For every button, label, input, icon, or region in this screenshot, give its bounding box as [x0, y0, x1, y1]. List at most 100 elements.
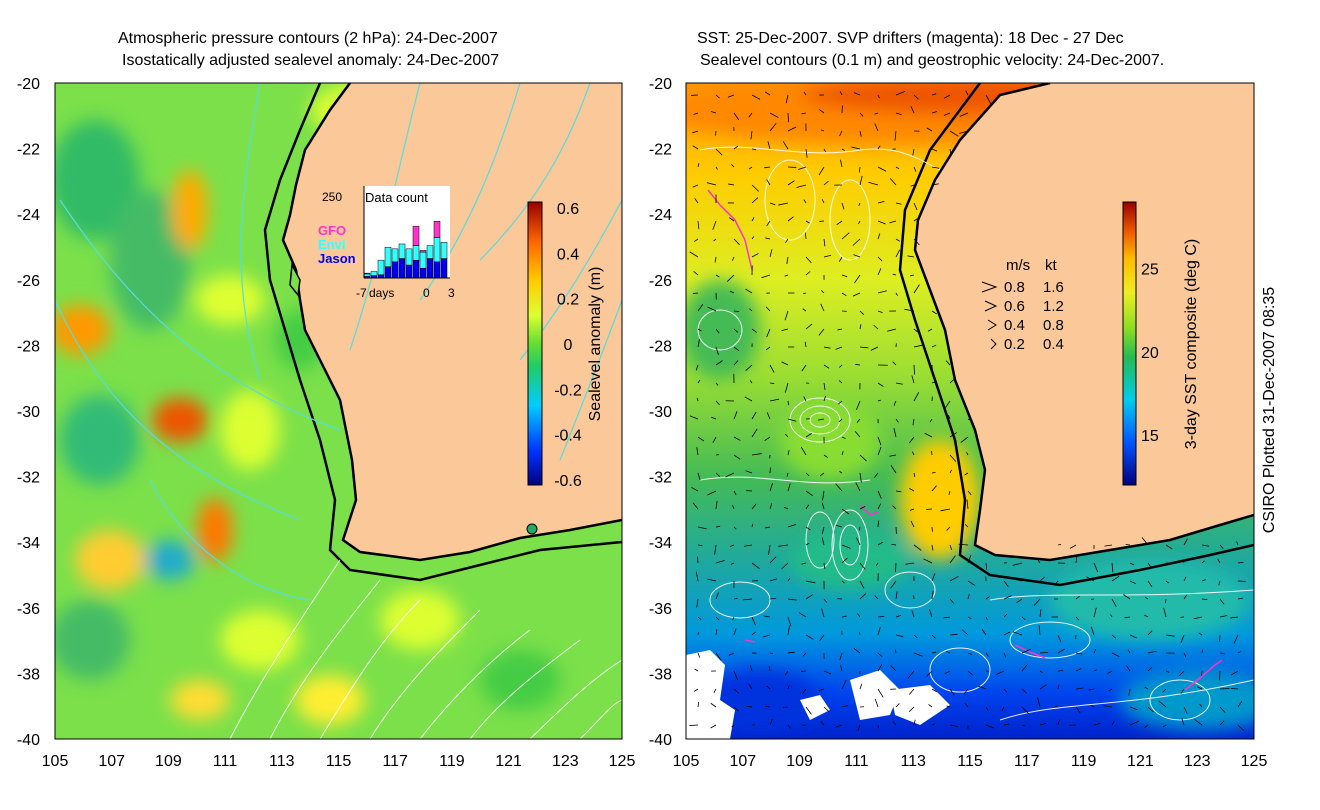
- right-lat-tick: -34: [649, 535, 672, 552]
- right-lon-tick: 119: [1071, 753, 1097, 770]
- right-title-line2: Sealevel contours (0.1 m) and geostrophi…: [700, 52, 1165, 69]
- right-frame: [685, 82, 1255, 740]
- right-lon-tick: 111: [844, 753, 868, 770]
- left-isobath: [263, 83, 622, 582]
- inset-bar-envi: [377, 259, 385, 276]
- inset-bar-envi: [391, 248, 399, 263]
- right-lon-tick: 125: [1241, 753, 1268, 770]
- left-lon-tick: 123: [552, 753, 579, 770]
- geostrophic-velocity-arrows: [689, 90, 1246, 732]
- left-lon-tick: 109: [155, 753, 182, 770]
- left-title-line1: Atmospheric pressure contours (2 hPa): 2…: [118, 30, 498, 47]
- left-coastline: [281, 83, 622, 562]
- inset-bar-envi: [363, 273, 371, 277]
- inset-legend-jason: Jason: [318, 251, 356, 266]
- right-lat-tick: -32: [649, 470, 672, 487]
- sla-colorbar-tick: 0.4: [557, 246, 579, 263]
- right-lon-tick: 107: [729, 753, 756, 770]
- right-lon-tick: 109: [786, 753, 813, 770]
- velocity-scale-arrow: [981, 281, 998, 293]
- left-lat-tick: -32: [17, 470, 40, 487]
- right-coastline: [913, 83, 1254, 562]
- velocity-scale-arrow: [990, 338, 997, 350]
- inset-bar-gfo: [363, 272, 371, 275]
- velocity-legend-kt: 1.2: [1043, 298, 1064, 315]
- velocity-legend-kt: 0.8: [1043, 317, 1064, 334]
- sst-colorbar-ticks: 25 20 15: [1141, 262, 1159, 445]
- inset-bar-gfo: [412, 225, 420, 246]
- left-lon-tick: 107: [98, 753, 125, 770]
- right-lon-tick: 113: [900, 753, 926, 770]
- right-map: [686, 83, 1254, 739]
- inset-bar-jason: [398, 258, 406, 279]
- velocity-legend-header-ms: m/s: [1006, 257, 1030, 274]
- sla-colorbar-tick: -0.6: [554, 473, 582, 490]
- right-lon-tick: 115: [957, 753, 983, 770]
- left-lat-tick: -40: [17, 732, 40, 749]
- inset-bar-jason: [384, 266, 392, 279]
- left-lon-tick: 105: [42, 753, 69, 770]
- right-lat-tick: -30: [649, 404, 672, 421]
- inset-bar-envi: [398, 243, 406, 259]
- right-lat-tick: -26: [649, 273, 672, 290]
- inset-bar-jason: [440, 258, 448, 279]
- right-lat-tick: -40: [649, 732, 672, 749]
- inset-bar-envi: [426, 245, 434, 259]
- inset-bar-jason: [426, 258, 434, 279]
- inset-bar-jason: [405, 264, 413, 279]
- white-contours: [229, 559, 622, 739]
- left-lat-tick: -24: [17, 207, 40, 224]
- inset-bar-jason: [433, 261, 441, 279]
- inset-xlabel: days: [369, 286, 394, 300]
- credit-text: CSIRO Plotted 31-Dec-2007 08:35: [1261, 287, 1278, 533]
- left-lat-tick: -28: [17, 338, 40, 355]
- left-lat-tick: -38: [17, 666, 40, 683]
- inset-bar-envi: [440, 242, 448, 259]
- inset-bar-envi: [384, 246, 392, 267]
- inset-xlabel: 3: [448, 286, 455, 300]
- svp-drifters: [707, 189, 1223, 691]
- left-lon-tick: 115: [326, 753, 352, 770]
- inset-bar-jason: [412, 259, 420, 279]
- right-land-australia: [915, 83, 1254, 560]
- sst-colorbar-label: 3-day SST composite (deg C): [1183, 239, 1200, 449]
- inset-bar-jason: [419, 268, 427, 279]
- velocity-legend-ms: 0.4: [1004, 317, 1025, 334]
- inset-bar-envi: [419, 251, 427, 269]
- inset-bar-envi: [405, 248, 413, 266]
- left-lat-tick: -20: [17, 76, 40, 93]
- left-lon-tick: 119: [439, 753, 465, 770]
- left-lat-tick: -34: [17, 535, 40, 552]
- sla-colorbar-ticks: 0.6 0.4 0.2 0 -0.2 -0.4 -0.6: [554, 201, 582, 490]
- sst-colorbar-tick: 20: [1141, 345, 1159, 362]
- cloud-gaps: [686, 650, 950, 739]
- sla-colorbar: [527, 201, 543, 486]
- sla-colorbar-tick: 0.2: [557, 292, 579, 309]
- velocity-scale-arrow: [987, 319, 997, 331]
- inset-bar-envi: [412, 245, 420, 261]
- velocity-legend: m/s kt 0.8 1.6 0.6 1.2 0.4 0.8 0.2 0.4: [981, 257, 1064, 353]
- right-lat-tick: -36: [649, 601, 672, 618]
- left-lat-tick: -30: [17, 404, 40, 421]
- right-lat-tick: -22: [649, 142, 672, 159]
- sla-colorbar-tick: 0.6: [557, 201, 579, 218]
- inset-legend-gfo: GFO: [318, 223, 346, 238]
- left-lon-tick: 111: [213, 753, 237, 770]
- sst-colorbar-tick: 15: [1141, 428, 1159, 445]
- right-lat-tick: -38: [649, 666, 672, 683]
- inset-bar-gfo: [419, 250, 427, 253]
- left-lon-tick: 121: [495, 753, 522, 770]
- right-lat-tick: -24: [649, 207, 672, 224]
- right-title-line1: SST: 25-Dec-2007. SVP drifters (magenta)…: [697, 30, 1124, 47]
- left-lat-tick: -36: [17, 601, 40, 618]
- right-lat-tick: -28: [649, 338, 672, 355]
- sst-colorbar-tick: 25: [1141, 262, 1159, 279]
- velocity-legend-header-kt: kt: [1045, 257, 1058, 274]
- sla-colorbar-tick: -0.4: [554, 428, 582, 445]
- sla-colorbar-tick: 0: [564, 337, 573, 354]
- inset-xlabel: 0: [423, 286, 430, 300]
- velocity-legend-kt: 0.4: [1043, 336, 1064, 353]
- axis-tick-labels: -20 -20 -22 -22 -24 -24 -26 -26 -28 -28 -30 -30 -32 -…: [17, 76, 1268, 770]
